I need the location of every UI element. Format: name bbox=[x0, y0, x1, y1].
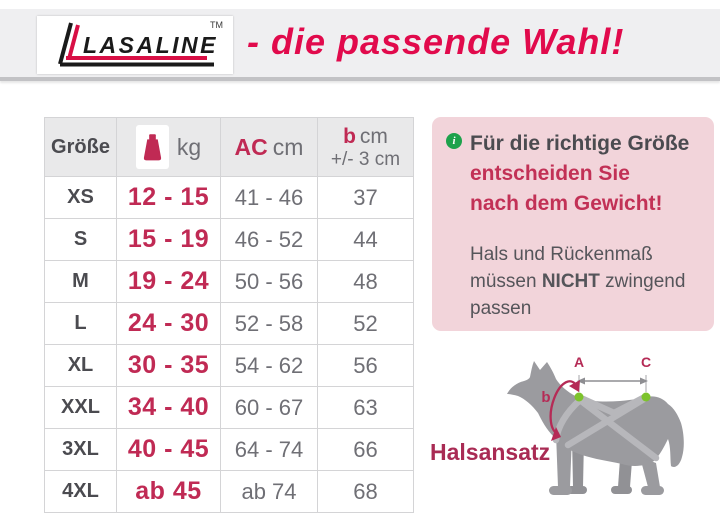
arc-arrowhead-top-icon bbox=[569, 380, 580, 392]
harness-straps bbox=[552, 394, 660, 462]
table-row: M 19 - 24 50 - 56 48 bbox=[44, 260, 414, 303]
size-cell: XS bbox=[44, 176, 117, 219]
table-row: XXL 34 - 40 60 - 67 63 bbox=[44, 386, 414, 429]
size-cell: XL bbox=[44, 344, 117, 387]
arc-arrowhead-bottom-icon bbox=[551, 427, 561, 441]
info-box: i Für die richtige Größe entscheiden Sie… bbox=[432, 117, 714, 331]
brand-slogan: - die passende Wahl! bbox=[247, 21, 625, 62]
label-c: C bbox=[641, 354, 651, 370]
ac-cell: 50 - 56 bbox=[220, 260, 318, 303]
neck-girth-arc bbox=[549, 380, 580, 441]
arrowhead-left-icon bbox=[577, 377, 585, 385]
info-icon: i bbox=[446, 133, 462, 149]
column-header-weight: kg bbox=[116, 117, 221, 177]
size-cell: L bbox=[44, 302, 117, 345]
info-note: Hals und Rückenmaß müssen NICHT zwingend… bbox=[470, 241, 685, 322]
point-c-dot bbox=[641, 392, 651, 402]
b-cell: 66 bbox=[317, 428, 414, 471]
b-cell: 37 bbox=[317, 176, 414, 219]
header-band: LASALINE TM - die passende Wahl! bbox=[0, 9, 720, 81]
b-cell: 44 bbox=[317, 218, 414, 261]
info-note-line1: Hals und Rückenmaß bbox=[470, 244, 653, 265]
b-cell: 48 bbox=[317, 260, 414, 303]
b-cell: 63 bbox=[317, 386, 414, 429]
kg-cell: ab 45 bbox=[116, 470, 221, 513]
table-row: L 24 - 30 52 - 58 52 bbox=[44, 302, 414, 345]
logo-black-vertical-line bbox=[58, 22, 73, 65]
size-cell: M bbox=[44, 260, 117, 303]
info-heading-line3: nach dem Gewicht! bbox=[470, 192, 663, 215]
arrowhead-right-icon bbox=[640, 377, 648, 385]
kg-cell: 34 - 40 bbox=[116, 386, 221, 429]
kg-cell: 12 - 15 bbox=[116, 176, 221, 219]
kg-cell: 15 - 19 bbox=[116, 218, 221, 261]
column-header-chest: AC cm bbox=[220, 117, 318, 177]
weight-unit-label: kg bbox=[176, 133, 202, 160]
back-tolerance: +/- 3 cm bbox=[330, 148, 401, 170]
kg-cell: 24 - 30 bbox=[116, 302, 221, 345]
lasaline-logo-graphic: LASALINE TM bbox=[58, 20, 223, 67]
size-table-header: Größe kg AC cm b cm +/- 3 cm bbox=[44, 117, 414, 177]
info-heading: Für die richtige Größe entscheiden Sie n… bbox=[470, 129, 689, 219]
size-cell: 4XL bbox=[44, 470, 117, 513]
size-cell: XXL bbox=[44, 386, 117, 429]
brand-logo: LASALINE TM bbox=[37, 16, 233, 74]
ac-cell: ab 74 bbox=[220, 470, 318, 513]
ac-cell: 46 - 52 bbox=[220, 218, 318, 261]
halsansatz-label: Halsansatz bbox=[430, 439, 550, 465]
label-a: A bbox=[574, 354, 584, 370]
ac-cell: 54 - 62 bbox=[220, 344, 318, 387]
dog-measurement-diagram: A C b Halsansatz bbox=[430, 337, 720, 517]
info-heading-line1: Für die richtige Größe bbox=[470, 132, 690, 155]
b-cell: 68 bbox=[317, 470, 414, 513]
chest-label: AC bbox=[234, 133, 268, 160]
ac-cell: 52 - 58 bbox=[220, 302, 318, 345]
label-b: b bbox=[541, 389, 550, 406]
info-note-line3: passen bbox=[470, 298, 532, 319]
ac-cell: 41 - 46 bbox=[220, 176, 318, 219]
kg-cell: 40 - 45 bbox=[116, 428, 221, 471]
size-table: Größe kg AC cm b cm +/- 3 cm bbox=[44, 117, 414, 513]
table-row: 4XL ab 45 ab 74 68 bbox=[44, 470, 414, 513]
table-row: XS 12 - 15 41 - 46 37 bbox=[44, 176, 414, 219]
logo-red-vertical-line bbox=[67, 24, 80, 60]
info-note-line2-post: zwingend bbox=[599, 271, 686, 292]
kg-cell: 19 - 24 bbox=[116, 260, 221, 303]
point-a-dot bbox=[574, 392, 584, 402]
back-unit: cm bbox=[359, 124, 388, 148]
size-cell: 3XL bbox=[44, 428, 117, 471]
info-note-line2: müssen NICHT zwingend bbox=[470, 268, 685, 295]
info-note-line2-pre: müssen bbox=[470, 271, 542, 292]
kettlebell-weight-icon bbox=[143, 133, 161, 160]
ac-cell: 64 - 74 bbox=[220, 428, 318, 471]
back-length-measure bbox=[577, 375, 648, 392]
back-label: b bbox=[343, 124, 356, 148]
column-header-back: b cm +/- 3 cm bbox=[317, 117, 414, 177]
trademark-symbol: TM bbox=[210, 20, 223, 30]
ac-cell: 60 - 67 bbox=[220, 386, 318, 429]
kg-cell: 30 - 35 bbox=[116, 344, 221, 387]
table-row: S 15 - 19 46 - 52 44 bbox=[44, 218, 414, 261]
table-row: 3XL 40 - 45 64 - 74 66 bbox=[44, 428, 414, 471]
chest-unit: cm bbox=[272, 133, 304, 160]
weight-icon-box bbox=[135, 125, 169, 169]
info-note-line2-bold: NICHT bbox=[541, 271, 600, 292]
brand-wordmark: LASALINE bbox=[83, 32, 218, 58]
info-heading-line2: entscheiden Sie bbox=[470, 162, 630, 185]
b-cell: 52 bbox=[317, 302, 414, 345]
size-cell: S bbox=[44, 218, 117, 261]
b-cell: 56 bbox=[317, 344, 414, 387]
table-row: XL 30 - 35 54 - 62 56 bbox=[44, 344, 414, 387]
column-header-size: Größe bbox=[44, 117, 117, 177]
